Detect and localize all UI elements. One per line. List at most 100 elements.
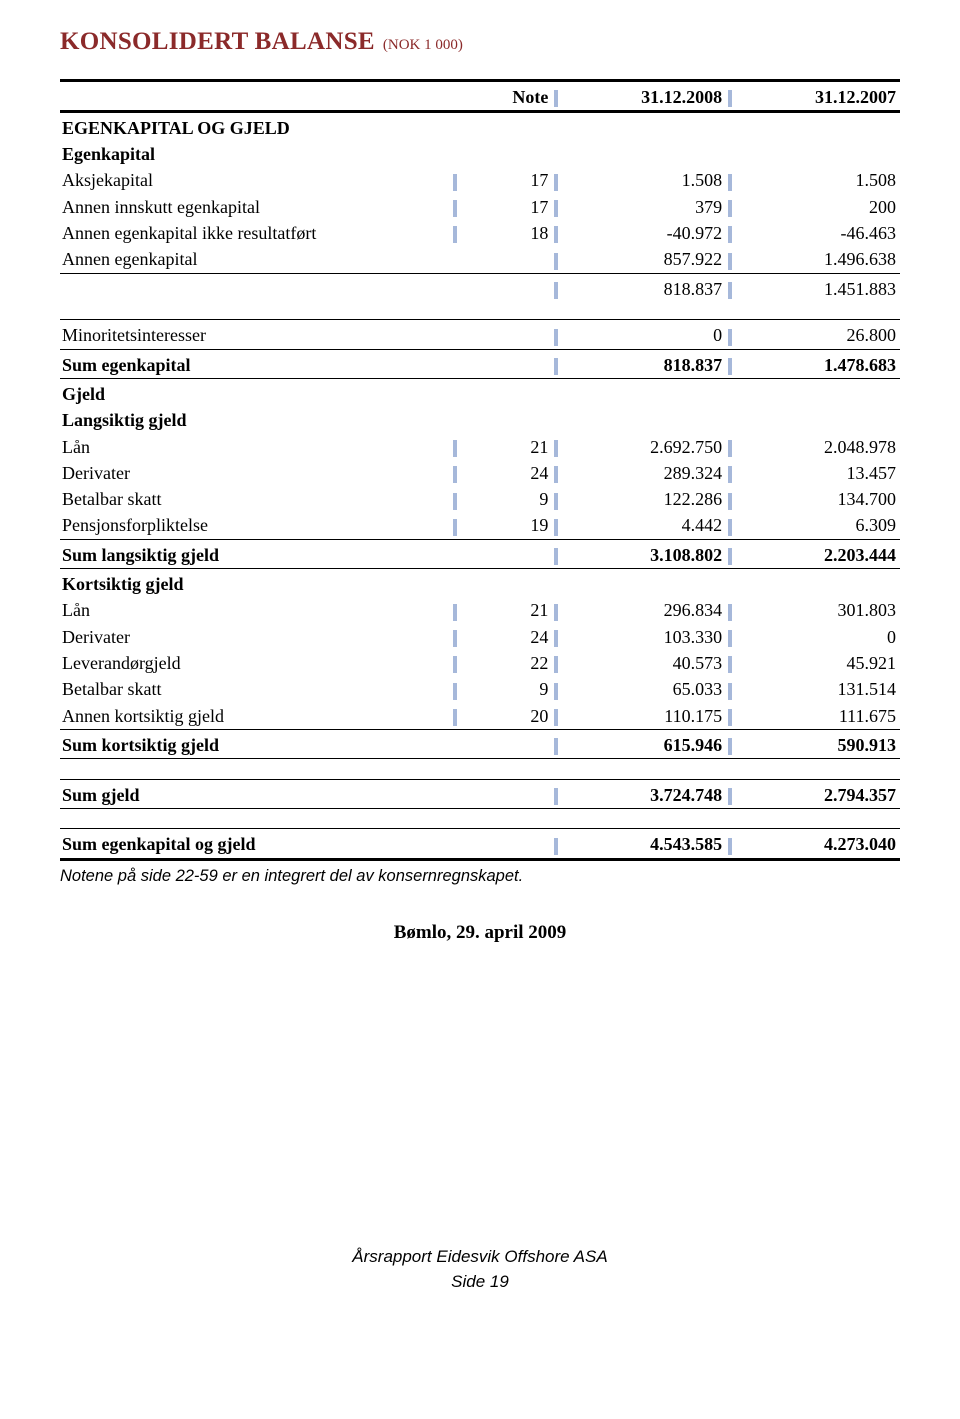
row-value-2008: 296.834 — [567, 597, 726, 623]
row-value-2007: 1.478.683 — [741, 352, 900, 379]
row-marker — [728, 656, 732, 673]
row-marker — [554, 738, 558, 755]
row-note — [465, 276, 552, 302]
row-marker — [728, 440, 732, 457]
row-marker — [728, 466, 732, 483]
row-value-2008: 3.724.748 — [567, 782, 726, 809]
row-note: 24 — [465, 624, 552, 650]
row-marker — [554, 493, 558, 510]
row-marker — [453, 200, 457, 217]
row-note: 21 — [465, 434, 552, 460]
row-marker — [453, 466, 457, 483]
row-value-2008: 65.033 — [567, 676, 726, 702]
row-value-2007: 13.457 — [741, 460, 900, 486]
row-value-2008: 110.175 — [567, 703, 726, 730]
row-value-2007: 301.803 — [741, 597, 900, 623]
row-value-2007: 2.203.444 — [741, 542, 900, 569]
row-marker — [728, 282, 732, 299]
row-marker — [554, 358, 558, 375]
section-heading: Kortsiktig gjeld — [60, 571, 900, 597]
row-note — [465, 732, 552, 759]
row-value-2007: -46.463 — [741, 220, 900, 246]
row-marker — [728, 253, 732, 270]
row-marker — [554, 200, 558, 217]
row-value-2008: -40.972 — [567, 220, 726, 246]
row-marker — [554, 282, 558, 299]
row-marker — [728, 329, 732, 346]
signing-line: Bømlo, 29. april 2009 — [60, 922, 900, 944]
row-marker — [728, 174, 732, 191]
row-marker — [728, 838, 732, 855]
row-marker — [728, 519, 732, 536]
row-value-2007: 134.700 — [741, 486, 900, 512]
row-value-2007: 111.675 — [741, 703, 900, 730]
row-marker — [554, 226, 558, 243]
row-note: 18 — [465, 220, 552, 246]
row-marker — [728, 548, 732, 565]
row-label: Annen kortsiktig gjeld — [60, 703, 451, 730]
row-note: 24 — [465, 460, 552, 486]
row-label: Betalbar skatt — [60, 676, 451, 702]
title-main: KONSOLIDERT BALANSE — [60, 28, 375, 56]
row-label: Lån — [60, 597, 451, 623]
row-marker — [554, 656, 558, 673]
row-value-2007: 0 — [741, 624, 900, 650]
row-note — [465, 831, 552, 859]
footer-line-2: Side 19 — [60, 1269, 900, 1295]
row-marker — [554, 709, 558, 726]
row-marker — [554, 174, 558, 191]
row-label: Derivater — [60, 624, 451, 650]
row-marker — [453, 630, 457, 647]
row-note — [465, 246, 552, 273]
row-label: Annen egenkapital ikke resultatført — [60, 220, 451, 246]
section-heading: Gjeld — [60, 381, 900, 407]
row-value-2008: 0 — [567, 322, 726, 349]
row-note: 17 — [465, 194, 552, 220]
row-marker — [554, 630, 558, 647]
row-label: Sum kortsiktig gjeld — [60, 732, 451, 759]
row-marker — [554, 440, 558, 457]
row-note — [465, 542, 552, 569]
row-label: Annen innskutt egenkapital — [60, 194, 451, 220]
row-note — [465, 782, 552, 809]
row-label: Sum egenkapital og gjeld — [60, 831, 451, 859]
row-marker — [728, 200, 732, 217]
section-heading: Egenkapital — [60, 141, 900, 167]
row-value-2007: 131.514 — [741, 676, 900, 702]
row-label — [60, 276, 451, 302]
row-label: Sum gjeld — [60, 782, 451, 809]
section-heading: Langsiktig gjeld — [60, 407, 900, 433]
row-marker — [728, 493, 732, 510]
row-note: 20 — [465, 703, 552, 730]
row-value-2008: 289.324 — [567, 460, 726, 486]
row-marker — [554, 838, 558, 855]
row-label: Sum egenkapital — [60, 352, 451, 379]
row-label: Lån — [60, 434, 451, 460]
row-value-2007: 590.913 — [741, 732, 900, 759]
row-marker — [453, 656, 457, 673]
row-note — [465, 352, 552, 379]
row-value-2008: 103.330 — [567, 624, 726, 650]
row-value-2007: 26.800 — [741, 322, 900, 349]
row-marker — [728, 226, 732, 243]
row-value-2008: 122.286 — [567, 486, 726, 512]
row-note: 9 — [465, 486, 552, 512]
row-marker — [453, 604, 457, 621]
row-marker — [554, 788, 558, 805]
row-value-2007: 6.309 — [741, 512, 900, 539]
footer-line-1: Årsrapport Eidesvik Offshore ASA — [60, 1244, 900, 1270]
row-value-2008: 615.946 — [567, 732, 726, 759]
row-value-2008: 379 — [567, 194, 726, 220]
row-marker — [453, 493, 457, 510]
row-marker — [453, 709, 457, 726]
row-marker — [554, 90, 558, 107]
col-header-2008: 31.12.2008 — [567, 84, 726, 112]
row-marker — [453, 226, 457, 243]
row-marker — [453, 440, 457, 457]
row-value-2008: 40.573 — [567, 650, 726, 676]
row-marker — [728, 788, 732, 805]
row-label: Betalbar skatt — [60, 486, 451, 512]
row-label: Pensjonsforpliktelse — [60, 512, 451, 539]
row-value-2008: 1.508 — [567, 167, 726, 193]
footnote: Notene på side 22-59 er en integrert del… — [60, 867, 900, 886]
